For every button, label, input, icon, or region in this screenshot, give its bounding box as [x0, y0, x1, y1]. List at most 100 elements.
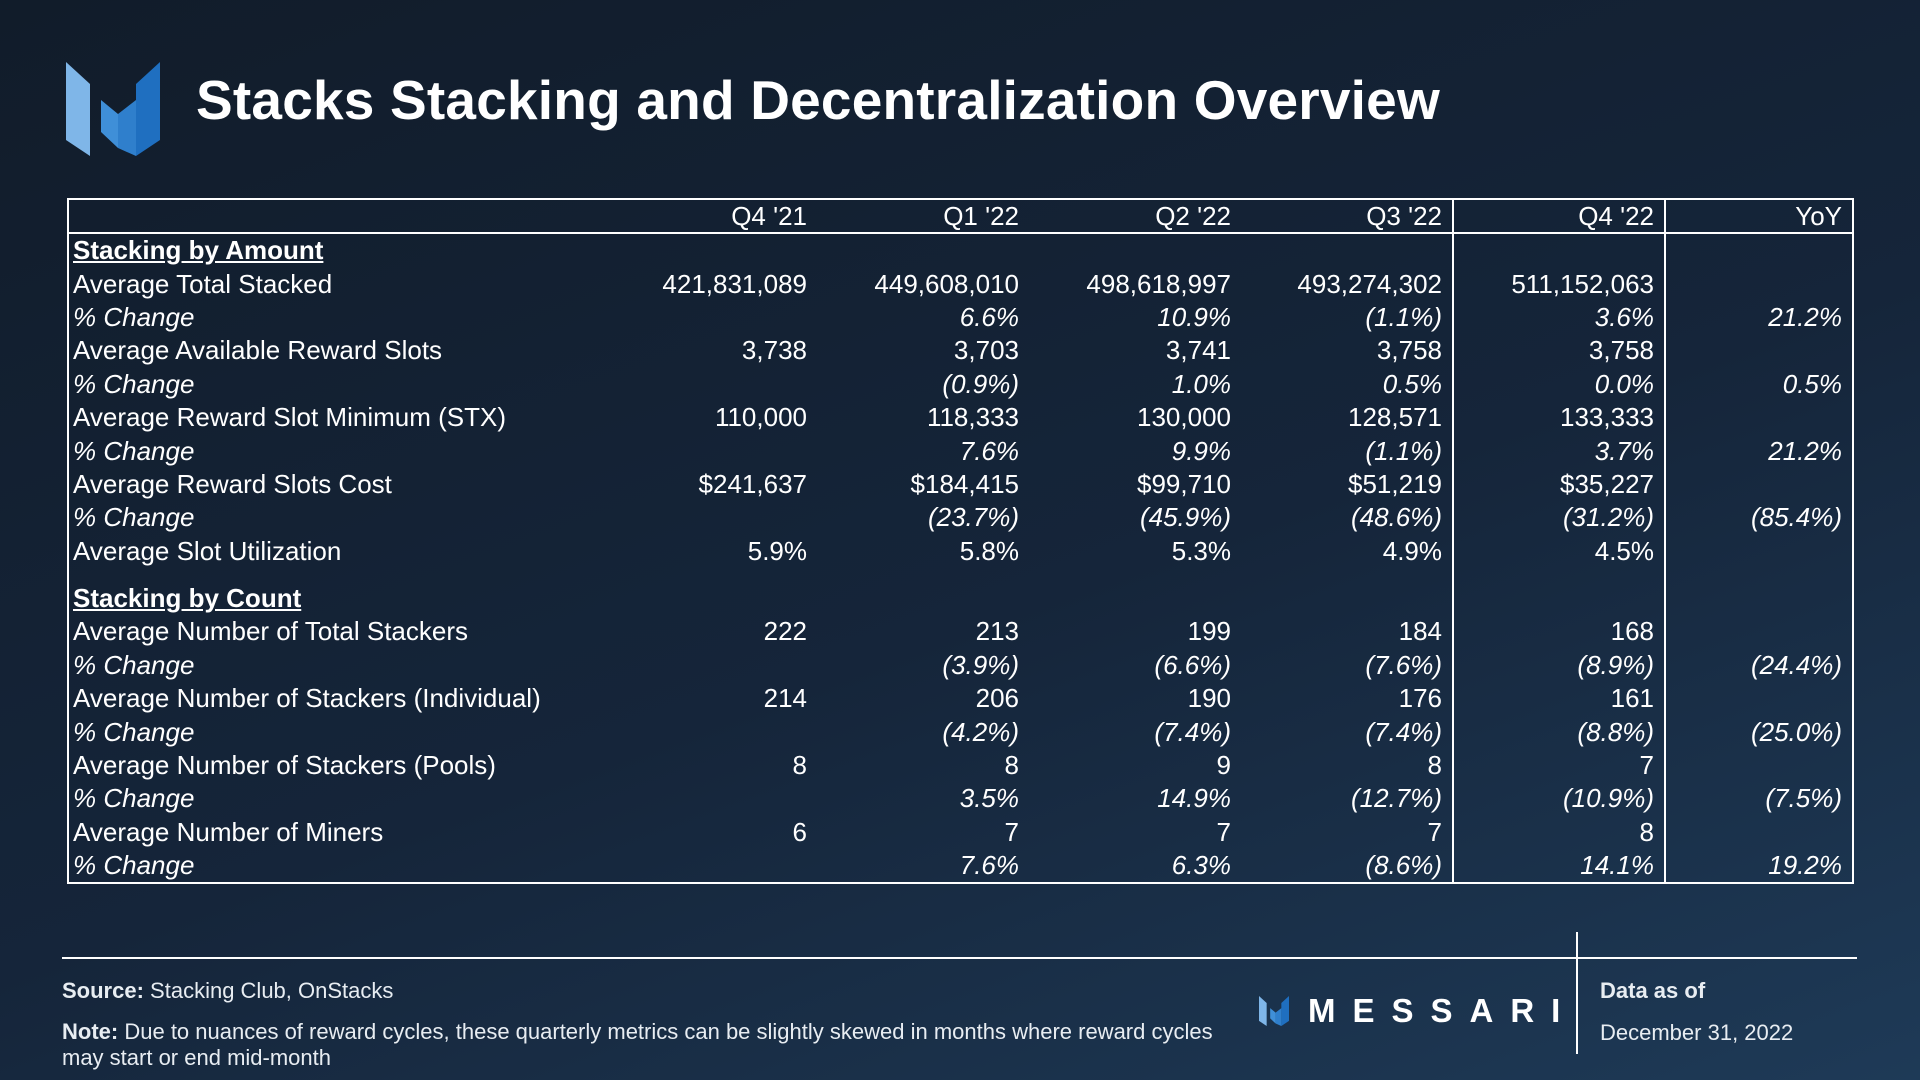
table-row: Average Number of Miners 6 7 7 7 8: [68, 815, 1853, 850]
table-row: Average Total Stacked 421,831,089 449,608,…: [68, 267, 1853, 301]
table-cell: 133,333: [1452, 400, 1665, 435]
source-value: Stacking Club, OnStacks: [150, 978, 394, 1003]
row-label: Average Slot Utilization: [73, 535, 342, 566]
table-cell: (24.4%): [1664, 648, 1853, 683]
table-cell: (4.2%): [942, 716, 1019, 747]
table-cell: 4.9%: [1382, 535, 1442, 566]
table-cell: 3.6%: [1452, 300, 1665, 335]
table-cell: 9: [1216, 750, 1231, 781]
table-cell: [605, 582, 817, 615]
table-row: Average Number of Stackers (Individual) 2…: [68, 682, 1853, 716]
table-cell: [1241, 568, 1453, 582]
table-cell: 3.7%: [1452, 434, 1665, 468]
row-label: Average Reward Slots Cost: [73, 468, 392, 499]
table-cell: [68, 568, 605, 582]
table-row: % Change 3.5% 14.9% (12.7%) (10.9%) (7.5%): [68, 782, 1853, 816]
table-cell: $51,219: [1348, 468, 1442, 499]
table-cell: [605, 434, 817, 467]
column-header: Q4 '22: [1452, 199, 1665, 234]
table-cell: [1664, 748, 1853, 783]
table-cell: (7.4%): [1154, 716, 1231, 747]
row-label: % Change: [73, 368, 195, 399]
table-cell: 3.5%: [959, 783, 1019, 814]
table-cell: [1452, 581, 1665, 616]
table-cell: (7.5%): [1664, 782, 1853, 816]
table-cell: 161: [1452, 682, 1665, 716]
table-cell: (8.6%): [1365, 850, 1442, 881]
row-label: % Change: [73, 502, 195, 533]
table-cell: 8: [792, 750, 807, 781]
table-cell: 421,831,089: [662, 268, 807, 299]
table-cell: 213: [975, 616, 1019, 647]
table-cell: 5.9%: [747, 535, 807, 566]
column-header: Q2 '22: [1029, 199, 1241, 234]
source-text: Source: Stacking Club, OnStacks: [62, 978, 393, 1004]
table-cell: 7: [1216, 816, 1231, 847]
table-cell: 214: [763, 683, 807, 714]
table-cell: (31.2%): [1452, 501, 1665, 535]
table-cell: [817, 568, 1029, 582]
table-cell: (23.7%): [927, 502, 1019, 533]
row-label: % Change: [73, 783, 195, 814]
table-row: % Change (23.7%) (45.9%) (48.6%) (31.2%) (85.…: [68, 501, 1853, 535]
table-cell: [1664, 534, 1853, 568]
table-cell: 7.6%: [959, 850, 1019, 881]
table-cell: 184: [1398, 616, 1442, 647]
row-label: % Change: [73, 301, 195, 332]
messari-logo-icon: [66, 62, 160, 156]
table-cell: $35,227: [1452, 467, 1665, 502]
table-cell: 1.0%: [1171, 368, 1231, 399]
messari-wordmark: MESSARI: [1308, 992, 1578, 1029]
table-cell: [1664, 467, 1853, 502]
messari-brand: MESSARI: [1258, 992, 1578, 1029]
table-cell: [1664, 682, 1853, 716]
table-cell: 8: [1427, 750, 1442, 781]
data-as-of-label: Data as of: [1600, 978, 1706, 1003]
table-row: % Change 7.6% 6.3% (8.6%) 14.1% 19.2%: [68, 849, 1853, 884]
row-label: % Change: [73, 850, 195, 881]
table-cell: (3.9%): [942, 649, 1019, 680]
table-cell: [1664, 567, 1853, 582]
table-cell: 511,152,063: [1452, 267, 1665, 301]
column-header: Q3 '22: [1241, 199, 1453, 234]
table-cell: 21.2%: [1664, 434, 1853, 468]
table-cell: 10.9%: [1157, 301, 1231, 332]
table-cell: 3,703: [953, 335, 1019, 366]
table-cell: [1664, 581, 1853, 616]
table-cell: [605, 233, 817, 267]
table-cell: 9.9%: [1171, 435, 1231, 466]
table-cell: 3,741: [1165, 335, 1231, 366]
table-cell: (25.0%): [1664, 715, 1853, 749]
table-row: % Change (4.2%) (7.4%) (7.4%) (8.8%) (25.0%): [68, 715, 1853, 749]
table-cell: (7.4%): [1365, 716, 1442, 747]
section-title: Stacking by Count: [73, 583, 302, 614]
row-label: Average Number of Total Stackers: [73, 616, 469, 647]
table-row: Average Number of Stackers (Pools) 8 8 9 8 7: [68, 748, 1853, 783]
table-cell: (8.8%): [1452, 715, 1665, 749]
table-cell: 14.9%: [1157, 783, 1231, 814]
table-cell: 19.2%: [1664, 849, 1853, 884]
table-cell: 5.8%: [959, 535, 1019, 566]
column-header: Q1 '22: [817, 199, 1029, 234]
table-cell: 3,758: [1452, 334, 1665, 368]
table-cell: [605, 501, 817, 534]
stacking-table: Q4 '21 Q1 '22 Q2 '22 Q3 '22 Q4 '22 YoY Stacki…: [67, 198, 1854, 885]
table-cell: $241,637: [698, 468, 807, 499]
table-cell: [1664, 400, 1853, 435]
footer-vertical-divider: [1576, 932, 1578, 1054]
table-cell: [1029, 233, 1241, 267]
table-cell: 449,608,010: [874, 268, 1019, 299]
table-cell: 206: [975, 683, 1019, 714]
table-cell: 130,000: [1137, 402, 1231, 433]
table-cell: 6.3%: [1171, 850, 1231, 881]
table-cell: (7.6%): [1365, 649, 1442, 680]
table-cell: 493,274,302: [1297, 268, 1442, 299]
row-label: Average Number of Stackers (Pools): [73, 750, 496, 781]
row-label: % Change: [73, 716, 195, 747]
table-cell: [1664, 334, 1853, 368]
table-cell: [1241, 582, 1453, 615]
table-cell: [605, 849, 817, 883]
page-title: Stacks Stacking and Decentralization Ove…: [196, 69, 1440, 131]
row-label: Average Number of Miners: [73, 816, 384, 847]
table-cell: 5.3%: [1171, 535, 1231, 566]
